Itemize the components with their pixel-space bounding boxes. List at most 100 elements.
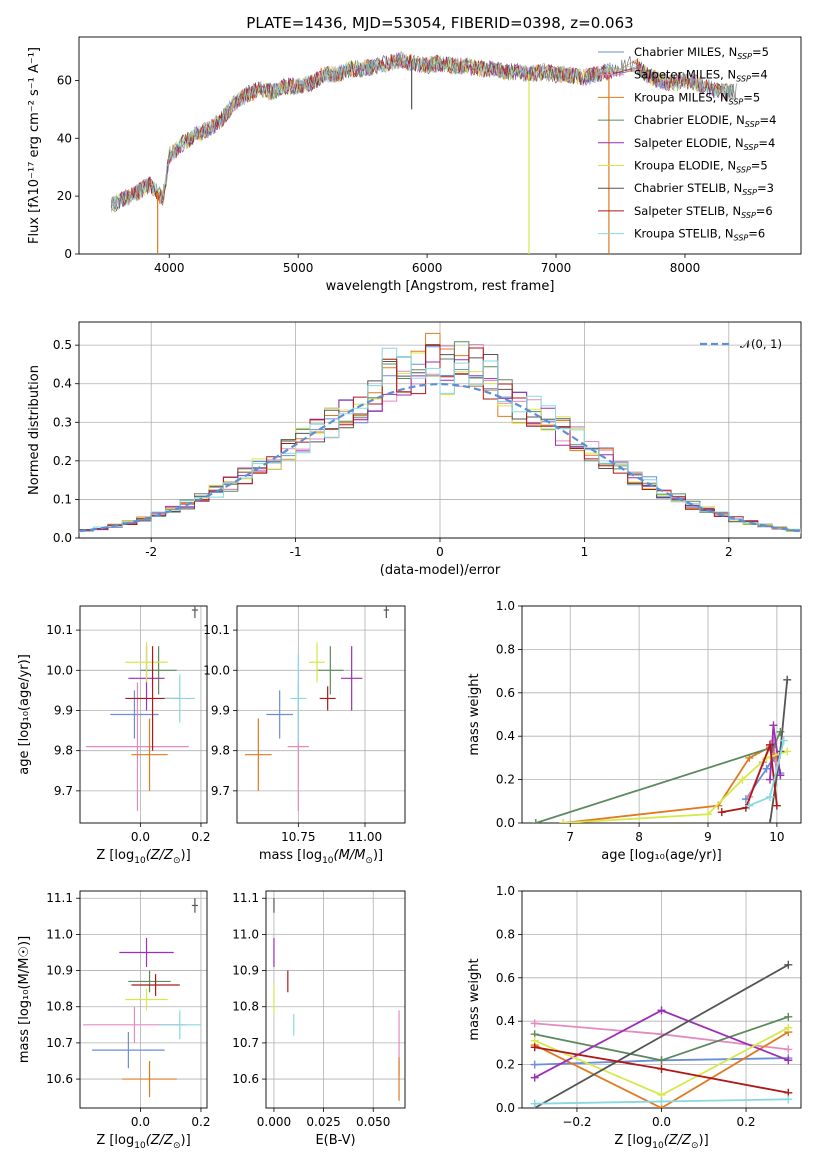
y-tick-label: 0.0: [53, 531, 72, 545]
y-tick-label: 10.0: [46, 663, 73, 677]
mass-weight-vs-Z-axes: −0.2 0.0 0.2 0.0 0.2 0.4 0.6 0.8 1.0 Z [log10(Z/Z…: [467, 884, 802, 1151]
x-axis-label-part: Z [log: [614, 1133, 652, 1148]
x-axis-label-part: mass [log: [259, 848, 322, 863]
x-axis-label-part: ⊙: [173, 856, 181, 866]
age-vs-Z-axes: 0.0 0.2 9.7 9.8 9.9 10.0 10.1 Z [log10(Z/Z⊙)] ag…: [17, 605, 210, 866]
y-tick-label: 10.1: [203, 623, 230, 637]
y-tick-label: 10.7: [232, 1036, 259, 1050]
x-tick-label: 9: [704, 830, 712, 844]
legend-label-part: =4: [760, 113, 777, 127]
age-vs-Z-frame: [79, 605, 208, 824]
point-marker: [772, 801, 781, 810]
point-marker: [766, 792, 774, 801]
point-marker: [738, 775, 747, 784]
point-marker: [769, 721, 778, 730]
y-tick-label: 10.6: [232, 1072, 259, 1086]
legend-label-part: Chabrier STELIB, N: [634, 181, 742, 195]
y-axis-label: Normed distribution: [27, 365, 42, 495]
x-tick-label: 0.000: [257, 1115, 291, 1129]
x-axis-label-part: ⊙: [173, 1141, 181, 1151]
error-bar-point: [290, 654, 307, 743]
point-marker: [657, 1006, 666, 1015]
y-tick-label: 0.8: [496, 927, 515, 941]
point-marker: [530, 1073, 539, 1082]
y-tick-label: 10.8: [232, 1000, 259, 1014]
legend-label-part: Salpeter STELIB, N: [634, 204, 741, 218]
mass-vs-ebv-points: [273, 898, 400, 1101]
legend-label-part: =5: [752, 45, 769, 59]
legend-label-part: SSP: [742, 188, 757, 197]
x-axis-label-part: Z [log: [96, 848, 134, 863]
x-tick-label: 8000: [670, 261, 701, 275]
legend-label: Kroupa ELODIE, NSSP=5: [634, 159, 768, 175]
y-tick-label: 1.0: [496, 884, 515, 898]
x-tick-label: −0.2: [562, 1115, 591, 1129]
x-tick-label: 7: [566, 830, 574, 844]
x-tick-label: 10: [769, 830, 784, 844]
x-tick-label: -2: [145, 545, 157, 559]
legend-label: Chabrier MILES, NSSP=5: [634, 45, 769, 61]
y-tick-label: 0: [64, 247, 72, 261]
error-bar-point: [128, 970, 171, 993]
error-bar-point: [158, 1010, 201, 1040]
x-axis-label-part: ⊙: [365, 856, 373, 866]
error-bar-point: [245, 718, 272, 791]
error-bar-point: [191, 606, 198, 619]
y-tick-label: 0.8: [496, 642, 515, 656]
y-tick-label: 10.0: [203, 663, 230, 677]
point-marker: [779, 736, 788, 745]
y-tick-label: 10.8: [46, 1000, 73, 1014]
figure-title: PLATE=1436, MJD=53054, FIBERID=0398, z=0…: [246, 14, 633, 32]
legend-label-part: =6: [756, 204, 773, 218]
legend-label-part: SSP: [736, 166, 751, 175]
spectrum-axes: 4000 5000 6000 7000 8000 0 20 40 60 wavelength [A…: [27, 36, 802, 294]
point-marker: [530, 1019, 539, 1028]
x-tick-label: 0.0: [131, 830, 150, 844]
y-axis-label: mass weight: [467, 673, 482, 755]
point-marker: [530, 1099, 539, 1108]
y-tick-label: 40: [57, 131, 72, 145]
error-bar-point: [164, 674, 195, 723]
x-axis-label-part: Z [log: [96, 1133, 134, 1148]
x-tick-label: 0.050: [356, 1115, 390, 1129]
y-tick-label: 9.7: [211, 784, 230, 798]
y-tick-label: 20: [57, 189, 72, 203]
y-tick-label: 9.8: [211, 744, 230, 758]
x-tick-label: -1: [290, 545, 302, 559]
error-bar-point: [92, 1032, 165, 1069]
legend-label: 𝒩(0, 1): [740, 337, 782, 351]
x-axis-label-part: (Z/Z: [664, 1133, 692, 1148]
y-tick-label: 9.7: [54, 784, 73, 798]
y-tick-label: 0.6: [496, 686, 515, 700]
y-axis-label: mass [log₁₀(M/M☉)]: [17, 936, 32, 1063]
mass-vs-Z-frame: [79, 890, 208, 1109]
legend-label-part: =5: [743, 90, 760, 104]
x-axis-label-part: 10: [134, 1141, 146, 1151]
histogram-series: [79, 344, 801, 533]
x-tick-label: 0.0: [652, 1115, 671, 1129]
x-tick-label: 4000: [154, 261, 185, 275]
x-axis-label-part: (M/M: [334, 848, 366, 863]
error-bar-point: [125, 988, 168, 1011]
x-tick-label: 0.0: [131, 1115, 150, 1129]
y-tick-label: 0.4: [496, 729, 515, 743]
x-axis-label: E(B-V): [315, 1133, 355, 1148]
point-marker: [657, 1097, 666, 1106]
legend-label-part: SSP: [737, 52, 752, 61]
x-axis-label-part: )]: [181, 1133, 191, 1148]
legend-label-part: Kroupa ELODIE, N: [634, 159, 736, 173]
mass-vs-ebv-frame: [265, 890, 406, 1109]
legend-label: Salpeter STELIB, NSSP=6: [634, 204, 773, 220]
y-tick-label: 0.0: [496, 1101, 515, 1115]
histogram-legend: 𝒩(0, 1): [700, 337, 782, 351]
mass-weight-vs-Z-lines: [530, 960, 793, 1108]
x-tick-label: 0.2: [191, 830, 210, 844]
series-line: [563, 745, 778, 823]
histogram-series: [79, 347, 801, 533]
spectrum-frame: [78, 36, 802, 255]
error-bar-point: [191, 898, 198, 913]
point-marker: [766, 775, 774, 784]
point-marker: [704, 810, 712, 819]
